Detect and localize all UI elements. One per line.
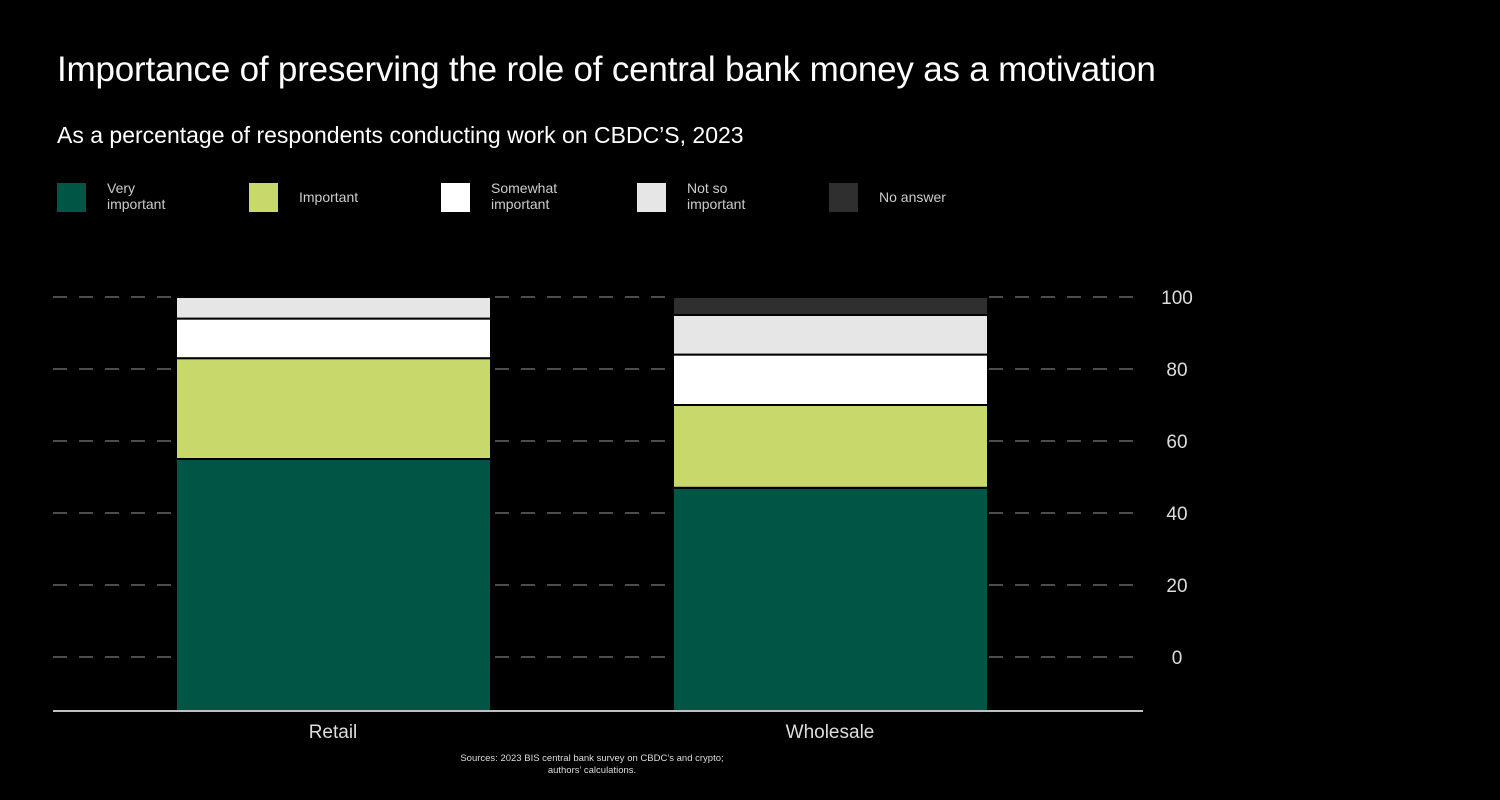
legend-swatch [637, 183, 666, 212]
chart-subtitle: As a percentage of respondents conductin… [57, 122, 744, 148]
source-note: Sources: 2023 BIS central bank survey on… [392, 753, 792, 777]
category-label: Retail [309, 722, 358, 743]
y-tick-label: 20 [1166, 576, 1187, 597]
y-tick-label: 100 [1161, 288, 1193, 309]
bar-segment [672, 353, 989, 407]
legend-swatch [829, 183, 858, 212]
source-line-1: Sources: 2023 BIS central bank survey on… [460, 753, 724, 764]
legend-label: No answer [879, 189, 946, 205]
y-tick-label: 0 [1172, 648, 1183, 669]
y-tick-label: 60 [1166, 432, 1187, 453]
legend-swatch [441, 183, 470, 212]
bar-segment [672, 404, 989, 489]
legend-label: Important [299, 189, 359, 205]
legend-swatch [249, 183, 278, 212]
bar-segment [175, 357, 492, 461]
legend-label: Not so important [687, 180, 746, 212]
legend-label: Very important [107, 180, 166, 212]
legend-swatch [57, 183, 86, 212]
bar-segment [672, 486, 989, 712]
source-line-2: authors’ calculations. [547, 765, 637, 776]
legend-label: Somewhat important [491, 180, 558, 212]
bar-segment [672, 296, 989, 316]
chart-title: Importance of preserving the role of cen… [57, 50, 1156, 89]
y-tick-label: 80 [1166, 360, 1187, 381]
y-tick-label: 40 [1166, 504, 1187, 525]
bar-segment [175, 296, 492, 320]
bar-segment [175, 458, 492, 712]
category-label: Wholesale [786, 722, 875, 743]
bar-segment [672, 314, 989, 356]
bar-segment [175, 317, 492, 360]
